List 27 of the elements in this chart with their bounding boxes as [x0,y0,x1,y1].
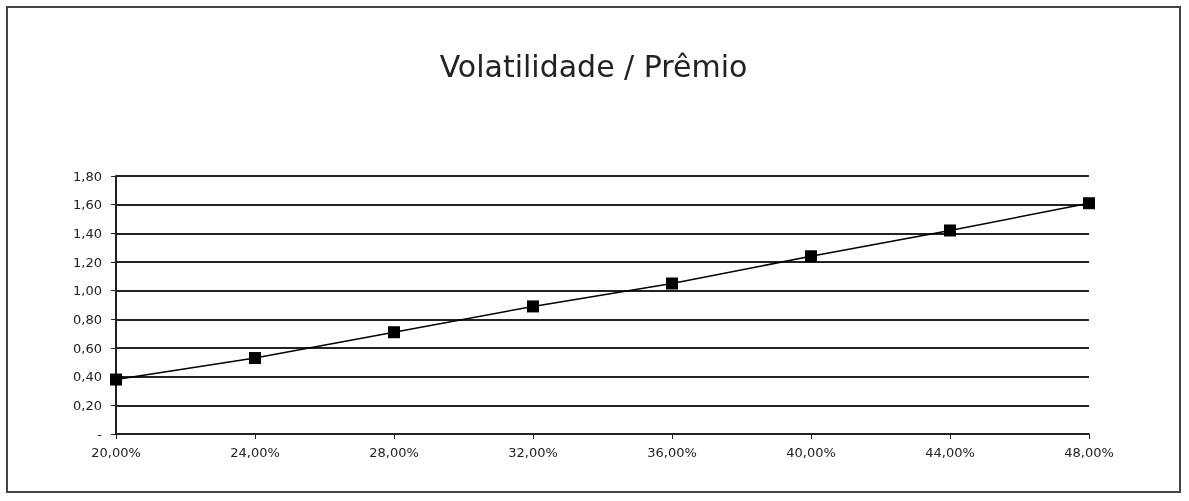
point [666,277,678,290]
x-tick-label: 36,00% [647,445,697,460]
y-tick-label: - [97,426,103,442]
point [110,373,122,386]
y-tick-label: 0,40 [73,369,102,385]
point [1083,197,1095,210]
y-tick-label: 0,60 [73,340,102,356]
y-tick-label: 1,80 [73,168,102,184]
x-tick-label: 28,00% [369,445,419,460]
point [527,300,539,313]
x-tick-label: 24,00% [230,445,280,460]
chart-title: Volatilidade / Prêmio [439,48,748,84]
point [388,326,400,339]
x-tick-label: 20,00% [91,445,141,460]
x-tick-label: 32,00% [508,445,558,460]
y-tick-label: 0,20 [73,397,102,413]
y-tick-label: 1,00 [73,283,102,299]
y-tick-label: 1,60 [73,197,102,213]
point [944,224,956,237]
x-tick-label: 48,00% [1064,445,1114,460]
y-tick-label: 1,40 [73,225,102,241]
point [805,250,817,263]
y-tick-label: 0,80 [73,311,102,327]
x-tick-label: 44,00% [925,445,975,460]
point [249,352,261,365]
y-tick-label: 1,20 [73,254,102,270]
x-tick-label: 40,00% [786,445,836,460]
